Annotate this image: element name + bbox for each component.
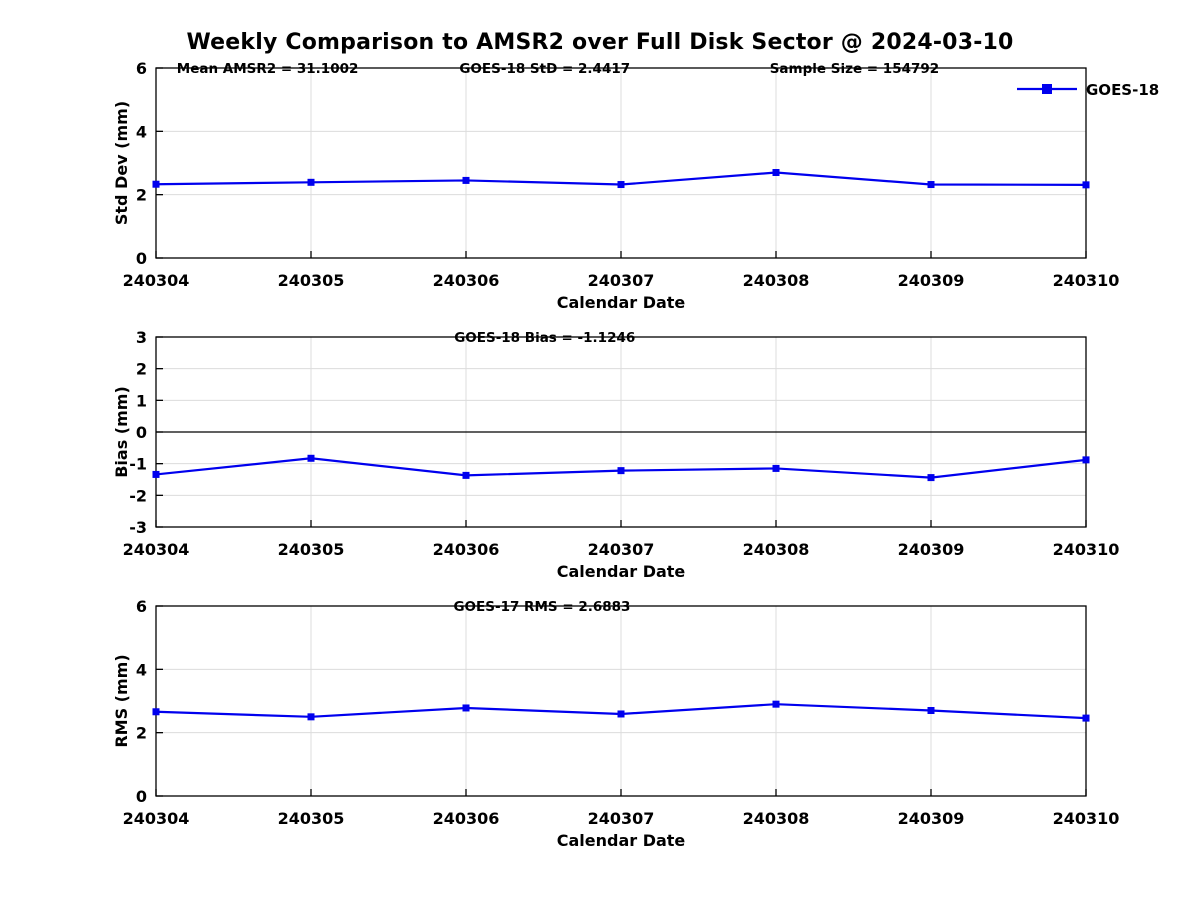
data-point-marker bbox=[772, 464, 780, 472]
data-point-marker bbox=[927, 707, 935, 714]
rms-x-axis-label: Calendar Date bbox=[557, 831, 686, 850]
std-dev-y-axis-label: Std Dev (mm) bbox=[112, 101, 131, 225]
std-dev-panel: Std Dev (mm) 240304 240305 240306 240307 240… bbox=[112, 59, 1159, 312]
data-point-marker bbox=[617, 710, 625, 718]
y-tick-label: 0 bbox=[136, 249, 147, 268]
y-tick-label: 6 bbox=[136, 59, 147, 78]
legend-label: GOES-18 bbox=[1086, 81, 1159, 99]
y-tick-label: 4 bbox=[136, 122, 147, 141]
data-point-marker bbox=[1082, 456, 1090, 464]
y-tick-label: 2 bbox=[136, 186, 147, 205]
bias-panel: Bias (mm) 240304 240305 240306 240307 240308… bbox=[112, 328, 1120, 581]
x-tick-label: 240305 bbox=[278, 809, 345, 828]
x-tick-label: 240307 bbox=[588, 540, 655, 559]
x-tick-label: 240304 bbox=[123, 540, 190, 559]
y-tick-label: 0 bbox=[136, 787, 147, 806]
rms-panel: RMS (mm) 240304 240305 240306 240307 240308 2… bbox=[112, 597, 1120, 850]
chart-title: Weekly Comparison to AMSR2 over Full Dis… bbox=[186, 30, 1014, 55]
data-point-marker bbox=[462, 471, 470, 479]
bias-plot-area: 240304 240305 240306 240307 240308 240309 2403… bbox=[123, 328, 1120, 559]
x-tick-label: 240308 bbox=[743, 271, 810, 290]
annotation-goes18-std: GOES-18 StD = 2.4417 bbox=[459, 61, 630, 77]
x-tick-label: 240308 bbox=[743, 540, 810, 559]
data-point-marker bbox=[1082, 714, 1090, 722]
annotation-goes17-rms: GOES-17 RMS = 2.6883 bbox=[453, 599, 630, 615]
data-point-marker bbox=[152, 470, 160, 478]
y-tick-label: 4 bbox=[136, 660, 147, 679]
x-tick-label: 240310 bbox=[1053, 809, 1120, 828]
y-tick-label: -3 bbox=[129, 518, 147, 537]
bias-x-axis-label: Calendar Date bbox=[557, 562, 686, 581]
data-point-marker bbox=[307, 454, 315, 462]
data-point-marker bbox=[927, 474, 935, 482]
x-tick-label: 240307 bbox=[588, 809, 655, 828]
y-tick-label: 2 bbox=[136, 724, 147, 743]
y-tick-label: 6 bbox=[136, 597, 147, 616]
y-tick-label: 0 bbox=[136, 423, 147, 442]
x-tick-label: 240309 bbox=[898, 540, 965, 559]
x-tick-label: 240306 bbox=[433, 540, 500, 559]
x-tick-label: 240310 bbox=[1053, 540, 1120, 559]
annotation-sample-size: Sample Size = 154792 bbox=[770, 61, 939, 77]
rms-plot-area: 240304 240305 240306 240307 240308 240309 2403… bbox=[123, 597, 1120, 828]
data-point-marker bbox=[307, 713, 315, 721]
y-tick-label: 3 bbox=[136, 328, 147, 347]
data-point-marker bbox=[152, 180, 160, 188]
data-point-marker bbox=[772, 700, 780, 708]
x-tick-label: 240310 bbox=[1053, 271, 1120, 290]
x-tick-label: 240304 bbox=[123, 809, 190, 828]
y-tick-label: -1 bbox=[129, 455, 147, 474]
x-tick-label: 240309 bbox=[898, 809, 965, 828]
data-point-marker bbox=[617, 181, 625, 189]
data-point-marker bbox=[462, 176, 470, 184]
data-point-marker bbox=[152, 708, 160, 716]
std-dev-x-axis-label: Calendar Date bbox=[557, 293, 686, 312]
x-tick-label: 240306 bbox=[433, 809, 500, 828]
y-tick-label: -2 bbox=[129, 486, 147, 505]
std-dev-plot-area: 240304 240305 240306 240307 240308 240309 2403… bbox=[123, 59, 1120, 290]
y-tick-label: 1 bbox=[136, 391, 147, 410]
x-tick-label: 240306 bbox=[433, 271, 500, 290]
data-point-marker bbox=[307, 178, 315, 186]
data-point-marker bbox=[617, 467, 625, 475]
x-tick-label: 240305 bbox=[278, 271, 345, 290]
x-tick-label: 240304 bbox=[123, 271, 190, 290]
data-point-marker bbox=[1082, 181, 1090, 189]
legend-square-marker-icon bbox=[1042, 84, 1052, 94]
y-tick-label: 2 bbox=[136, 360, 147, 379]
x-tick-label: 240309 bbox=[898, 271, 965, 290]
annotation-mean-amsr2: Mean AMSR2 = 31.1002 bbox=[177, 61, 359, 77]
data-point-marker bbox=[772, 169, 780, 176]
x-tick-label: 240308 bbox=[743, 809, 810, 828]
annotation-goes18-bias: GOES-18 Bias = -1.1246 bbox=[454, 330, 635, 346]
rms-y-axis-label: RMS (mm) bbox=[112, 654, 131, 747]
x-tick-label: 240307 bbox=[588, 271, 655, 290]
bias-y-axis-label: Bias (mm) bbox=[112, 386, 131, 478]
x-tick-label: 240305 bbox=[278, 540, 345, 559]
data-point-marker bbox=[462, 704, 470, 712]
legend: GOES-18 bbox=[1017, 81, 1159, 99]
data-point-marker bbox=[927, 181, 935, 189]
